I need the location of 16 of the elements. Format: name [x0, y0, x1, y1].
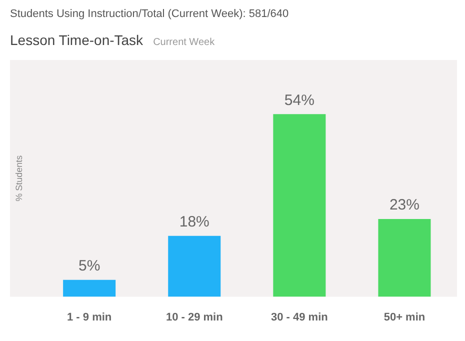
data-label: 23% [389, 196, 420, 214]
chart-title: Lesson Time-on-Task [10, 32, 144, 48]
chart-subtitle: Current Week [153, 37, 215, 48]
x-tick-label: 30 - 49 min [270, 311, 328, 324]
data-label: 18% [179, 214, 210, 231]
bar [63, 280, 116, 297]
x-tick-label: 1 - 9 min [67, 311, 112, 324]
bar [168, 236, 221, 297]
bar [378, 218, 431, 297]
x-tick-label: 10 - 29 min [166, 311, 224, 324]
text: Students Using Instruction/Total (Current Week): 581/640 [10, 8, 289, 20]
data-label: 54% [284, 92, 314, 109]
x-tick-label: 50+ min [384, 311, 426, 324]
bar [273, 114, 326, 297]
y-axis-title: % Students [14, 154, 24, 202]
data-label: 5% [78, 258, 100, 275]
